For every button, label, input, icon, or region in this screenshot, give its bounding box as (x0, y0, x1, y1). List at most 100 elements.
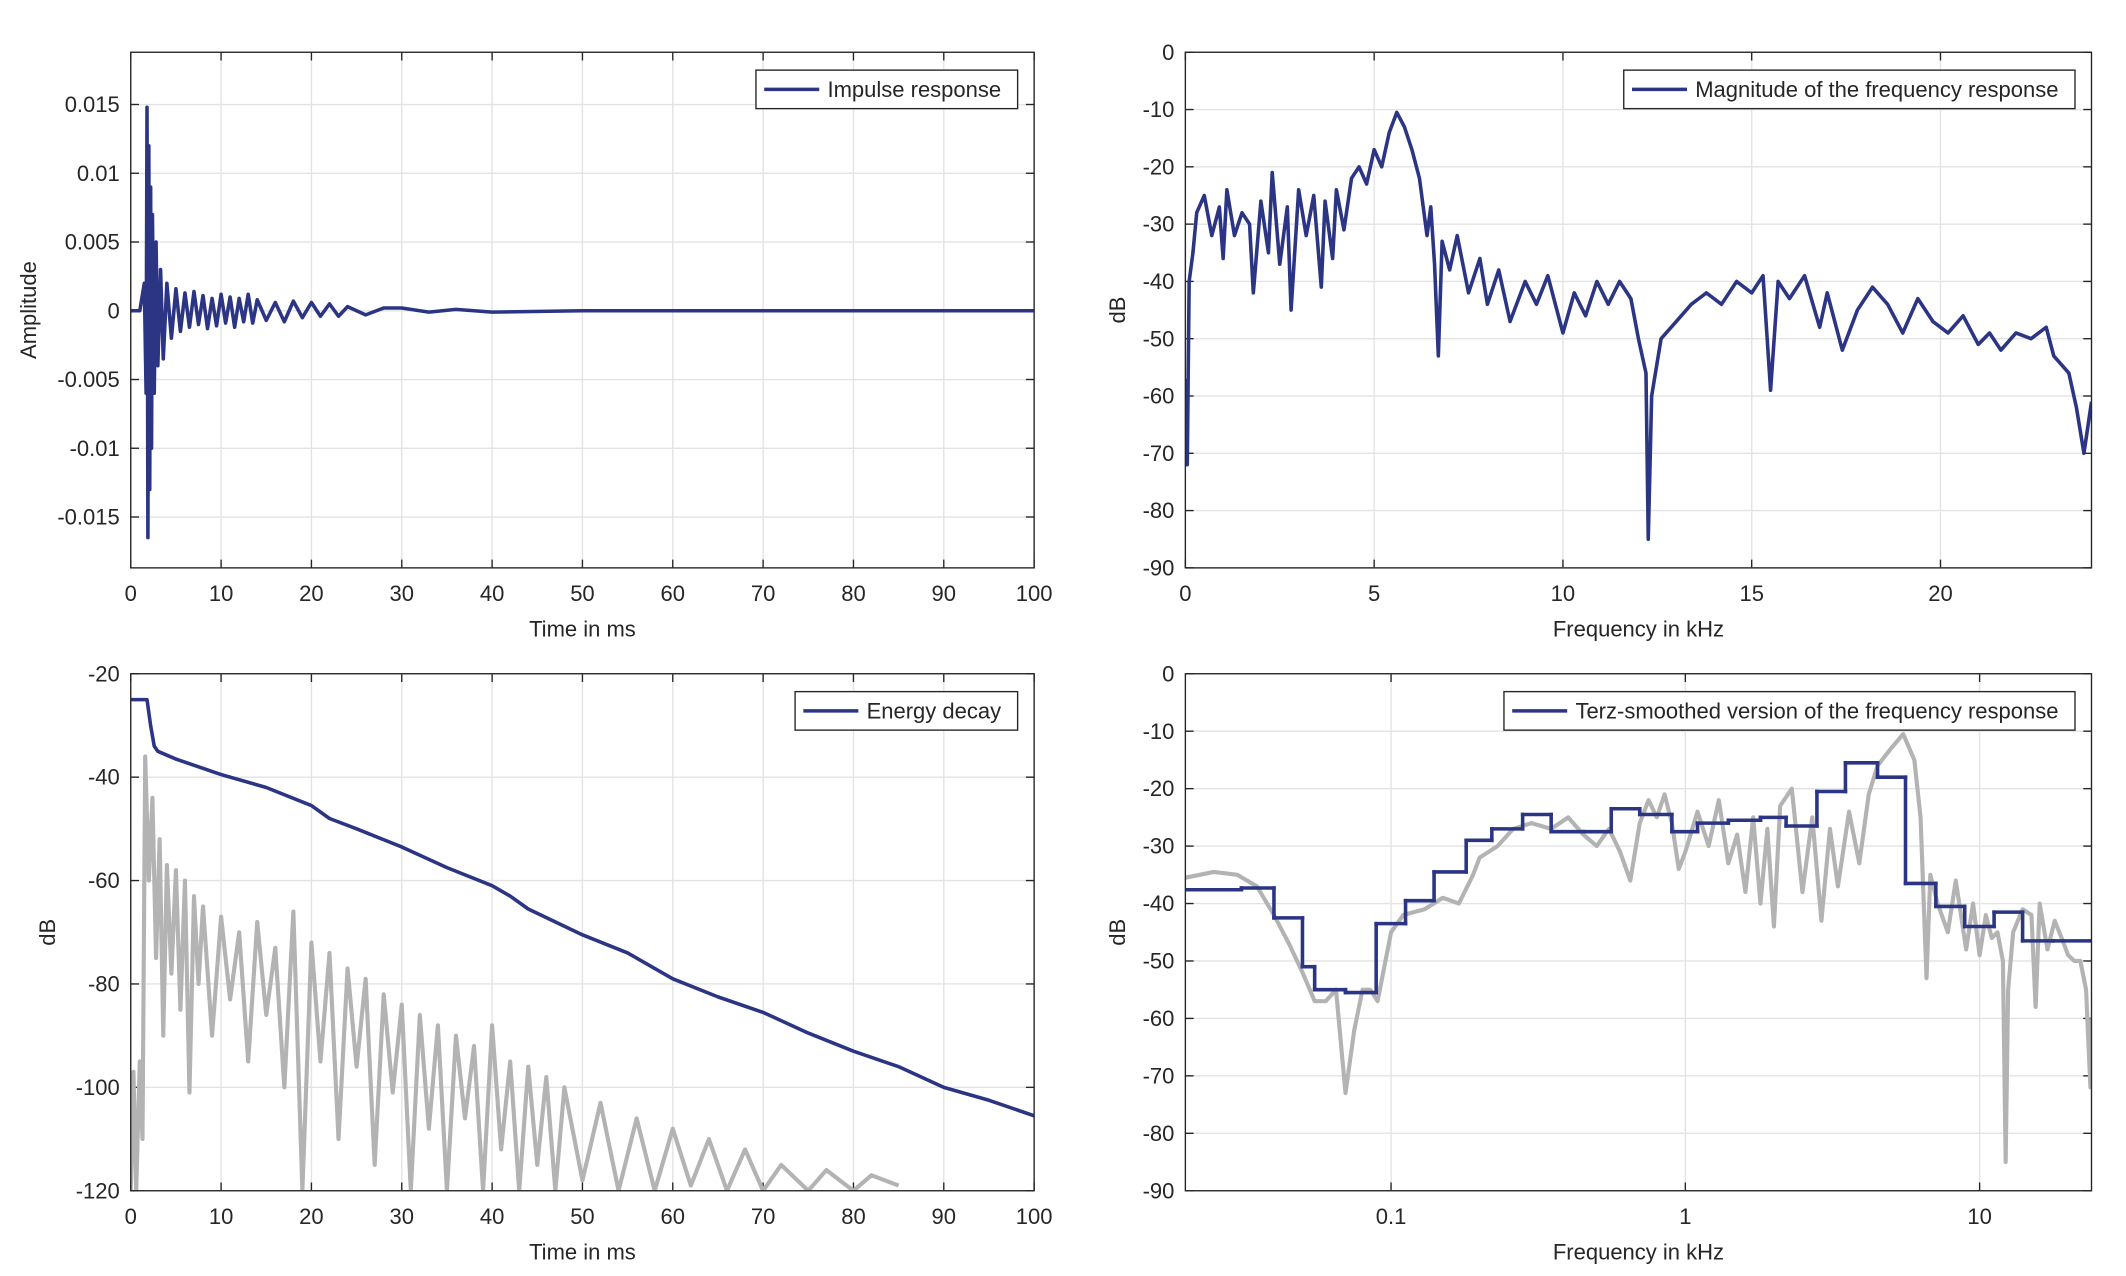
axes-box (1184, 673, 2093, 1192)
y-tick-label: -70 (1143, 1063, 1175, 1088)
x-tick-label: 0.1 (1376, 1204, 1407, 1229)
y-tick-label: -0.015 (57, 505, 119, 530)
legend-label: Energy decay (867, 698, 1002, 723)
subplot: 0 5 10 15 20 -90 -80 -70 -60 -50 -40 -30 -20 -10 0 Freq… (1105, 40, 2093, 642)
y-tick-label: -0.01 (70, 436, 120, 461)
x-axis-label: Frequency in kHz (1553, 1240, 1724, 1265)
y-tick-label: 0.015 (65, 92, 120, 117)
x-tick-label: 5 (1368, 581, 1380, 606)
x-tick-label: 0 (125, 581, 137, 606)
y-tick-label: -100 (76, 1075, 120, 1100)
y-tick-label: -90 (1143, 555, 1175, 580)
series-layer (130, 105, 1035, 540)
y-tick-label: -60 (1143, 384, 1175, 409)
x-tick-label: 70 (751, 581, 775, 606)
y-tick-label: -10 (1143, 97, 1175, 122)
y-tick-label: -10 (1143, 719, 1175, 744)
legend: Impulse response (755, 69, 1019, 110)
series-layer (1185, 110, 2092, 542)
x-tick-label: 30 (390, 581, 414, 606)
y-axis-label: dB (1105, 919, 1130, 946)
y-tick-label: -60 (88, 868, 120, 893)
x-tick-label: 80 (841, 1204, 865, 1229)
y-tick-label: -80 (88, 972, 120, 997)
legend-label: Magnitude of the frequency response (1695, 77, 2058, 102)
x-tick-label: 30 (390, 1204, 414, 1229)
y-tick-label: -80 (1143, 1121, 1175, 1146)
x-tick-label: 10 (209, 581, 233, 606)
y-axis-label: Amplitude (16, 261, 41, 359)
plot-area (1185, 52, 2092, 568)
x-axis-label: Time in ms (529, 617, 636, 642)
y-tick-label: -40 (1143, 891, 1175, 916)
x-tick-label: 90 (932, 581, 956, 606)
y-tick-label: -90 (1143, 1178, 1175, 1203)
y-axis-label: dB (1105, 297, 1130, 324)
y-tick-label: 0 (108, 298, 120, 323)
plot-area (1185, 673, 2092, 1191)
y-tick-label: -20 (1143, 776, 1175, 801)
y-tick-label: -30 (1143, 834, 1175, 859)
y-tick-label: -30 (1143, 212, 1175, 237)
x-tick-label: 15 (1739, 581, 1763, 606)
x-tick-label: 50 (570, 1204, 594, 1229)
y-tick-label: 0.005 (65, 230, 120, 255)
legend-box (1623, 69, 2076, 110)
series-layer (130, 697, 1035, 1191)
x-tick-label: 70 (751, 1204, 775, 1229)
x-tick-label: 100 (1016, 581, 1053, 606)
x-tick-label: 60 (661, 1204, 685, 1229)
axes-box (130, 673, 1035, 1192)
y-tick-label: 0.01 (77, 161, 120, 186)
y-tick-label: -40 (88, 765, 120, 790)
y-tick-label: 0 (1162, 661, 1174, 686)
x-tick-label: 20 (1928, 581, 1952, 606)
series-line (130, 105, 1035, 540)
x-tick-label: 0 (1179, 581, 1191, 606)
y-axis-label: dB (35, 919, 60, 946)
legend: Magnitude of the frequency response (1623, 69, 2076, 110)
subplot: 0 10 20 30 40 50 60 70 80 90 100 -120 -100 -80 -60 -40 -… (35, 661, 1052, 1264)
series-line (1185, 110, 2092, 542)
x-tick-label: 80 (841, 581, 865, 606)
x-axis-label: Frequency in kHz (1553, 617, 1724, 642)
legend-label: Impulse response (827, 77, 1001, 102)
y-tick-label: -60 (1143, 1006, 1175, 1031)
y-tick-label: -20 (1143, 154, 1175, 179)
y-tick-label: -20 (88, 661, 120, 686)
x-tick-label: 60 (661, 581, 685, 606)
axes-box (1184, 51, 2093, 569)
legend: Terz-smoothed version of the frequency r… (1503, 690, 2076, 731)
x-tick-label: 100 (1016, 1204, 1053, 1229)
x-tick-label: 10 (1967, 1204, 1991, 1229)
y-tick-label: -120 (76, 1178, 120, 1203)
subplot: 0.1 1 10 -90 -80 -70 -60 -50 -40 -30 -20 -10 0 Freque… (1105, 661, 2093, 1265)
x-tick-label: 10 (209, 1204, 233, 1229)
axes-box (130, 51, 1035, 569)
x-axis-label: Time in ms (529, 1240, 636, 1265)
y-tick-label: -50 (1143, 949, 1175, 974)
y-tick-label: -50 (1143, 326, 1175, 351)
y-tick-label: -0.005 (57, 367, 119, 392)
series-line (130, 754, 900, 1191)
series-line (130, 697, 1035, 1118)
legend-box (1503, 690, 2076, 731)
y-tick-label: -70 (1143, 441, 1175, 466)
x-tick-label: 90 (932, 1204, 956, 1229)
subplot: 0 10 20 30 40 50 60 70 80 90 100 -0.015 -0.01 -0.005 0… (16, 51, 1053, 642)
x-tick-label: 40 (480, 1204, 504, 1229)
y-tick-label: -40 (1143, 269, 1175, 294)
y-tick-label: 0 (1162, 40, 1174, 65)
x-tick-label: 20 (299, 581, 323, 606)
y-tick-label: -80 (1143, 498, 1175, 523)
x-tick-label: 20 (299, 1204, 323, 1229)
legend-label: Terz-smoothed version of the frequency r… (1575, 698, 2058, 723)
x-tick-label: 10 (1551, 581, 1575, 606)
x-tick-label: 40 (480, 581, 504, 606)
series-layer (1185, 732, 2092, 1165)
series-line (1185, 732, 2092, 1165)
x-tick-label: 1 (1679, 1204, 1691, 1229)
x-tick-label: 0 (125, 1204, 137, 1229)
